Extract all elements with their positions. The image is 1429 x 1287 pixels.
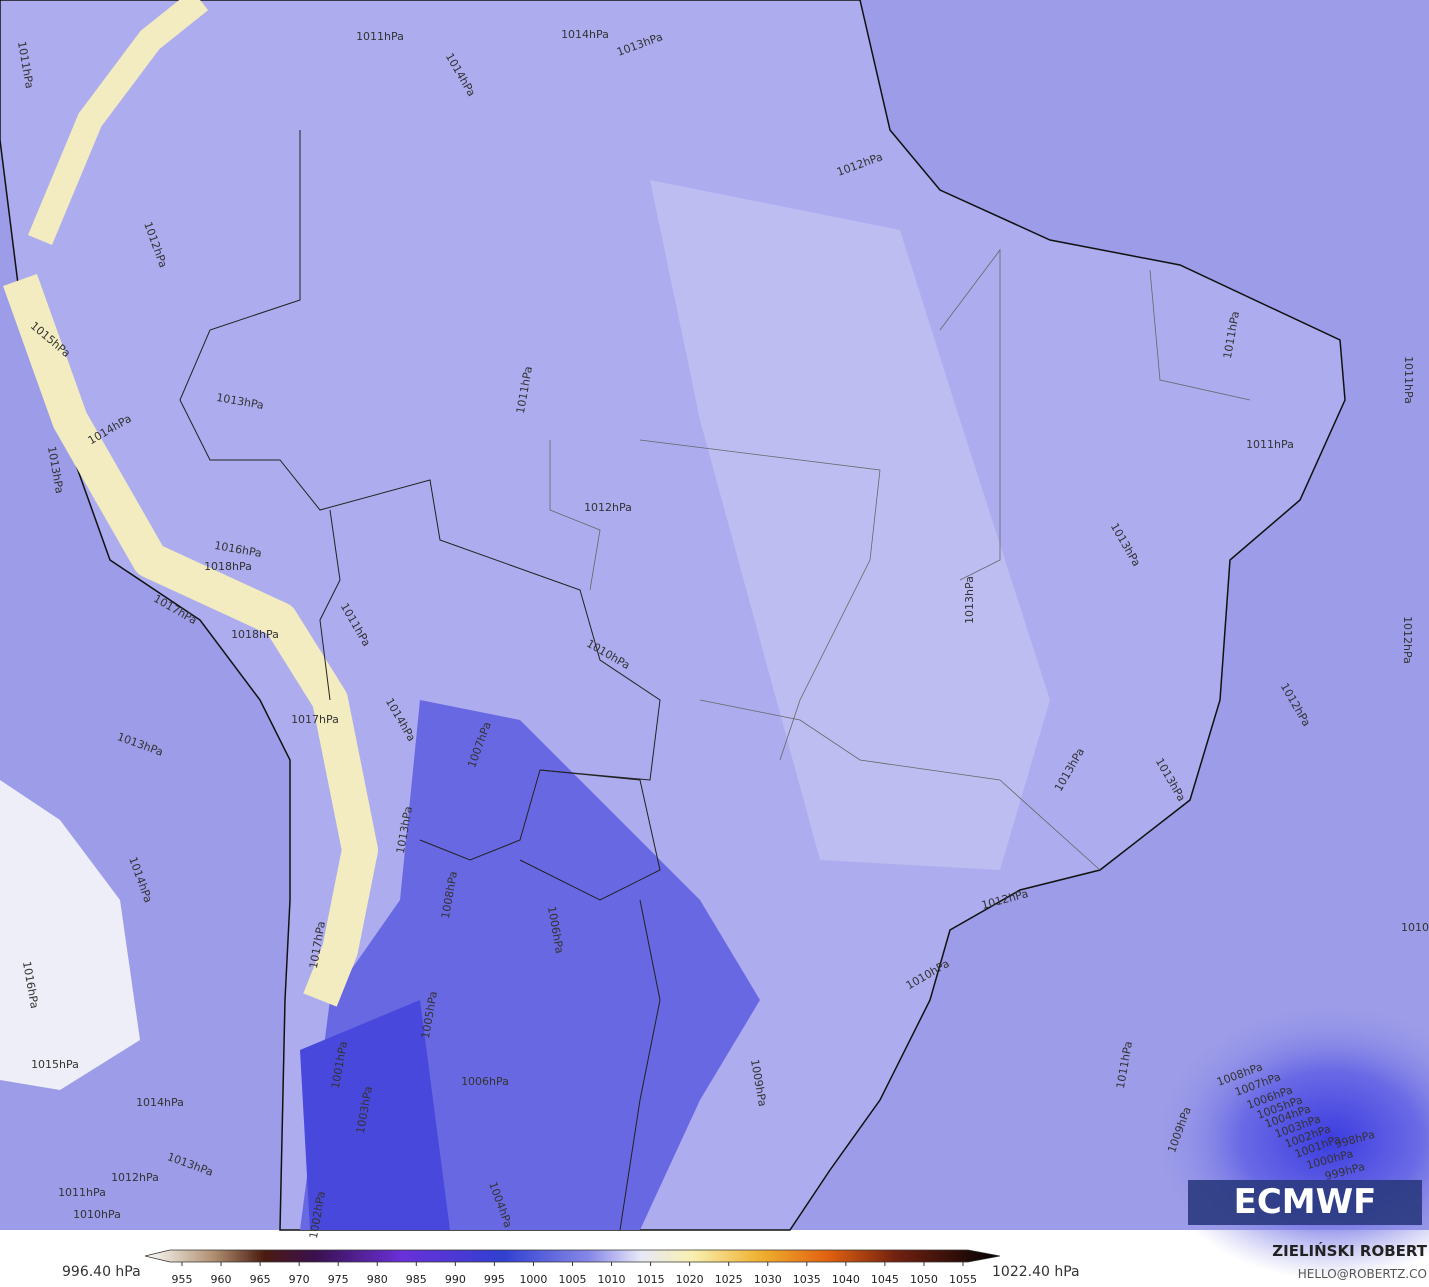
andes [3,273,378,1007]
isobar-label: 1011hPa [1402,356,1415,404]
colorbar-tick-label: 1050 [910,1273,938,1286]
logo-box [1188,1180,1422,1225]
isobar-label: 1018hPa [231,628,279,641]
isobar-label: 1006hPa [461,1075,509,1088]
colorbar-max: 1022.40 hPa [992,1264,1080,1280]
colorbar-tick-label: 1055 [949,1273,977,1286]
colorbar-tick-label: 980 [367,1273,388,1286]
colorbar-tick-label: 1010 [598,1273,626,1286]
colorbar-tick-label: 1040 [832,1273,860,1286]
colorbar-tick-label: 1015 [637,1273,665,1286]
colorbar-tick-label: 995 [484,1273,505,1286]
isobar-label: 1011hPa [58,1186,106,1199]
colorbar-tick-label: 975 [328,1273,349,1286]
colorbar-tick-label: 1030 [754,1273,782,1286]
colorbar-tick-label: 1025 [715,1273,743,1286]
colorbar-min: 996.40 hPa [62,1264,141,1280]
author: ZIELIŃSKI ROBERT [1272,1241,1427,1260]
isobar-label: 1018hPa [204,560,252,573]
contact: HELLO@ROBERTZ.CO [1298,1267,1427,1281]
isobar-label: 1012hPa [111,1171,159,1184]
light-region [650,180,1050,870]
isobar-label: 1014hPa [136,1096,184,1109]
colorbar-tick-label: 960 [211,1273,232,1286]
colorbar-tick-label: 970 [289,1273,310,1286]
colorbar-tick-label: 965 [250,1273,271,1286]
isobar-label: 1010hPa [73,1208,121,1221]
colorbar: 996.40 hPa 1022.40 hPa 955 960 965 970 975 98… [62,1249,1080,1286]
isobar-label: 1017hPa [291,713,339,726]
low-pressure-core [300,1000,450,1230]
borders [179,130,661,1231]
andes-north [28,0,209,245]
colorbar-tick-label: 1020 [676,1273,704,1286]
isobar-label: 1014hPa [561,28,609,41]
colorbar-tick-label: 1000 [519,1273,547,1286]
isobar-label: 1010 [1401,921,1429,934]
colorbar-tick-label: 1035 [793,1273,821,1286]
colorbar-ticks: 955 960 965 970 975 980 985 990 995 1000 1005 1010 1… [172,1262,977,1286]
isobar-label: 1011hPa [356,30,404,43]
logo: ECMWF [1234,1182,1377,1222]
colorbar-tick-label: 1045 [871,1273,899,1286]
colorbar-tick-label: 1005 [559,1273,587,1286]
isobar-label: 1011hPa [1246,438,1294,451]
isobar-label: 1012hPa [584,501,632,514]
colorbar-bar [144,1249,1001,1263]
isobar-label: 1013hPa [963,576,976,624]
colorbar-tick-label: 985 [406,1273,427,1286]
colorbar-tick-label: 955 [172,1273,193,1286]
state-borders [549,248,1251,871]
high-pressure-area [0,780,140,1090]
isobar-label: 1012hPa [1401,616,1414,664]
isobar-label: 1015hPa [31,1058,79,1071]
colorbar-tick-label: 990 [445,1273,466,1286]
